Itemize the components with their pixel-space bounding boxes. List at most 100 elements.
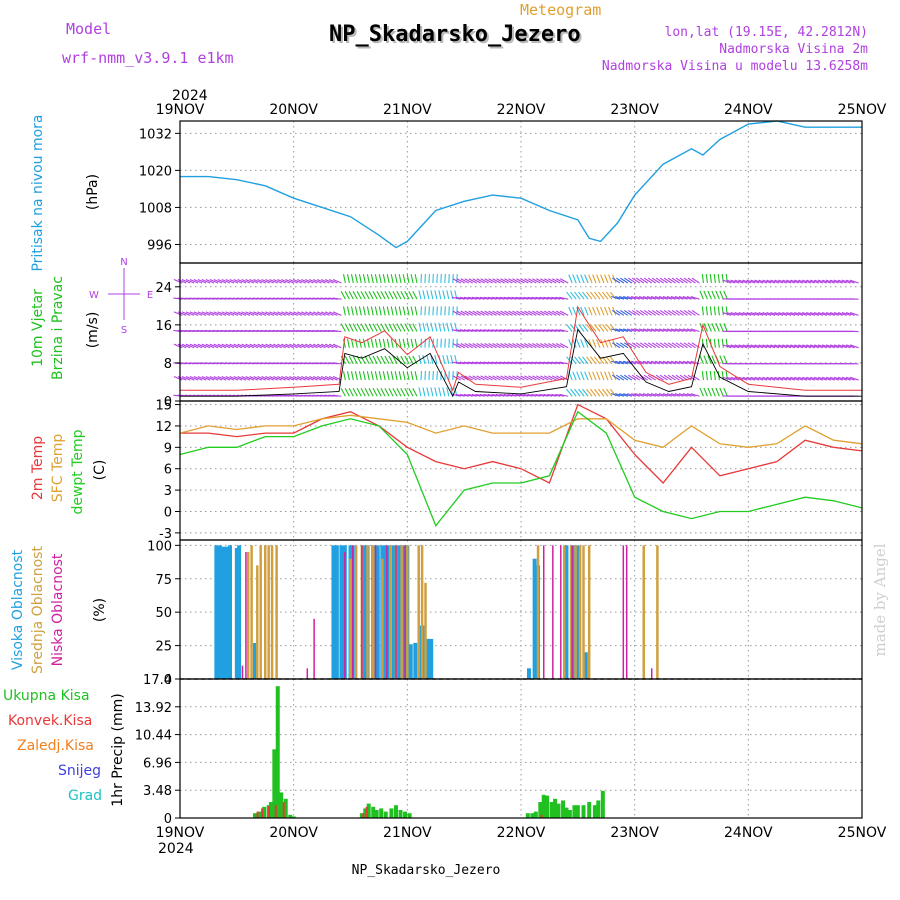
wind-arrow xyxy=(297,376,306,381)
wind-arrow xyxy=(592,306,597,316)
wind-arrow xyxy=(499,361,509,365)
wind-arrow xyxy=(511,329,521,333)
wind-arrow xyxy=(642,328,652,333)
wind-arrow xyxy=(774,376,784,381)
wind-arrow xyxy=(722,279,732,284)
wind-arrow xyxy=(746,344,756,349)
wind-arrow xyxy=(536,342,545,349)
wind-arrow xyxy=(205,376,215,381)
wind-arrow xyxy=(837,344,847,349)
wind-arrow xyxy=(841,376,851,381)
wind-arrow xyxy=(384,355,390,365)
footer-station: NP_Skadarsko_Jezero xyxy=(352,863,501,878)
wind-arrow xyxy=(750,344,760,349)
wind-arrow xyxy=(818,376,827,381)
wind-arrow xyxy=(346,306,350,316)
wind-arrow xyxy=(721,306,724,316)
wind-arrow xyxy=(467,329,477,333)
wind-arrow xyxy=(635,277,645,284)
wind-arrow xyxy=(658,296,668,300)
wind-arrow xyxy=(572,274,577,284)
wind-arrow xyxy=(679,342,688,349)
wind-arrow xyxy=(404,388,410,397)
wind-arrow xyxy=(366,274,370,284)
wind-arrow xyxy=(348,355,354,365)
wind-arrow xyxy=(402,274,406,284)
wind-arrow xyxy=(818,344,827,349)
wind-arrow xyxy=(392,323,398,332)
wind-arrow xyxy=(586,291,593,300)
wind-arrow xyxy=(408,388,414,397)
y-tick-label: 0 xyxy=(164,812,172,827)
cloud-bar xyxy=(221,546,226,679)
wind-arrow xyxy=(711,323,716,332)
wind-arrow xyxy=(479,329,489,333)
wind-arrow xyxy=(414,338,418,348)
wind-arrow xyxy=(488,375,497,381)
wind-arrow xyxy=(520,342,529,349)
top-time-label: 20NOV xyxy=(269,102,318,118)
wind-arrow xyxy=(350,338,354,348)
wind-arrow xyxy=(786,279,796,284)
wind-arrow xyxy=(253,343,263,349)
wind-arrow xyxy=(386,371,390,381)
wind-arrow xyxy=(519,296,529,300)
precip-conv-label: Konvek.Kisa xyxy=(8,713,92,729)
wind-arrow xyxy=(293,343,302,349)
precip-bar xyxy=(291,816,296,818)
wind-arrow xyxy=(555,296,565,300)
wind-arrow xyxy=(412,290,418,300)
wind-arrow xyxy=(221,343,231,349)
precip-bar xyxy=(272,749,277,818)
wind-arrow xyxy=(426,387,430,397)
wind-arrow xyxy=(806,376,815,381)
wind-arrow xyxy=(531,393,541,397)
wind-arrow xyxy=(535,329,545,333)
wind-arrow xyxy=(523,361,533,365)
wind-arrow xyxy=(414,306,418,316)
wind-arrow xyxy=(701,371,704,381)
wind-arrow xyxy=(659,342,668,349)
wind-arrow xyxy=(798,279,808,284)
wind-arrow xyxy=(285,311,294,316)
wind-arrow xyxy=(197,311,207,316)
wind-arrow xyxy=(833,312,843,316)
wind-arrow xyxy=(442,290,446,300)
wind-arrow xyxy=(503,393,513,397)
precip-bar xyxy=(581,805,586,818)
wind-arrow xyxy=(829,279,839,284)
wind-arrow xyxy=(451,296,461,300)
wind-arrow xyxy=(670,296,680,300)
wind-arrow xyxy=(496,310,505,316)
wind-arrow xyxy=(802,312,812,316)
precip-snow-label: Snijeg xyxy=(58,763,101,779)
wind-arrow xyxy=(825,312,835,316)
precip-bar xyxy=(282,802,285,818)
wind-arrow xyxy=(460,375,469,381)
wind-arrow xyxy=(605,324,613,332)
wind-arrow xyxy=(635,342,645,349)
wind-arrow xyxy=(559,329,569,333)
wind-arrow xyxy=(532,310,541,316)
wind-arrow xyxy=(500,278,509,284)
wind-arrow xyxy=(605,356,613,365)
wind-arrow xyxy=(841,344,851,349)
wind-arrow xyxy=(814,344,823,349)
cloud-bar xyxy=(425,638,430,679)
wind-arrow xyxy=(703,290,708,300)
wind-arrow xyxy=(574,324,581,332)
wind-arrow xyxy=(499,296,509,300)
cloud-high-label: Visoka Oblacnost xyxy=(10,549,26,670)
wind-arrow xyxy=(651,342,660,349)
wind-arrow xyxy=(390,274,394,284)
wind-arrow xyxy=(580,306,585,316)
wind-arrow xyxy=(382,306,386,316)
precip-bar xyxy=(359,813,364,818)
wind-arrow xyxy=(615,328,625,333)
compass-letter: E xyxy=(147,290,153,301)
wind-arrow xyxy=(512,278,521,284)
bottom-time-label: 19NOV xyxy=(156,825,205,841)
wind-arrow xyxy=(703,387,708,397)
cloud-bar xyxy=(334,545,339,679)
wind-arrow xyxy=(746,312,756,316)
